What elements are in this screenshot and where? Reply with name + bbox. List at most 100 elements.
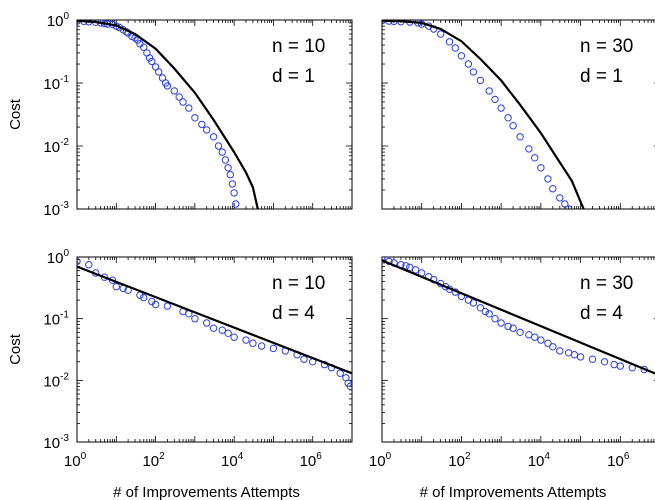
data-point bbox=[336, 369, 344, 377]
data-point bbox=[269, 344, 278, 353]
data-point bbox=[451, 44, 459, 52]
data-point bbox=[531, 333, 539, 341]
x-tick-label: 104 bbox=[528, 451, 551, 470]
data-point bbox=[382, 257, 386, 264]
data-point bbox=[509, 324, 517, 332]
y-tick-label: 10-1 bbox=[43, 310, 69, 329]
data-point bbox=[257, 342, 266, 350]
data-point bbox=[170, 87, 179, 95]
data-point bbox=[185, 104, 193, 112]
data-point bbox=[140, 43, 148, 51]
data-point bbox=[476, 304, 485, 312]
x-tick-label: 106 bbox=[607, 451, 630, 470]
data-point bbox=[544, 339, 552, 347]
data-point bbox=[469, 299, 478, 307]
x-tick-label: 100 bbox=[64, 451, 87, 470]
axes-frame bbox=[381, 256, 655, 443]
data-point bbox=[300, 355, 308, 363]
data-point bbox=[576, 353, 585, 361]
data-point bbox=[525, 145, 533, 153]
data-point bbox=[537, 164, 545, 172]
data-point bbox=[616, 362, 624, 370]
x-tick-label: 104 bbox=[221, 451, 244, 470]
x-axis-label: # of Improvements Attempts bbox=[420, 484, 607, 500]
data-point bbox=[346, 382, 352, 390]
y-tick-label: 10-2 bbox=[43, 137, 69, 156]
panel-top-left: 100 10-1 10-2 10-3 Cost n = 10 d = 1 bbox=[7, 11, 353, 219]
data-point bbox=[226, 171, 235, 179]
y-tick-label: 100 bbox=[47, 11, 70, 30]
data-point bbox=[155, 68, 163, 76]
data-point bbox=[230, 333, 238, 341]
data-point bbox=[556, 194, 564, 202]
data-point bbox=[504, 114, 512, 122]
y-axis-label: Cost bbox=[7, 98, 24, 130]
annotation-d: d = 1 bbox=[272, 66, 315, 87]
x-tick-label: 102 bbox=[448, 451, 471, 470]
data-point bbox=[481, 307, 489, 316]
data-point bbox=[544, 175, 552, 183]
data-point bbox=[140, 293, 148, 302]
data-point bbox=[457, 52, 466, 60]
annotation-n: n = 30 bbox=[580, 273, 633, 294]
model-curve bbox=[382, 20, 585, 209]
data-point bbox=[485, 87, 493, 95]
data-point bbox=[242, 336, 250, 344]
data-point bbox=[224, 164, 232, 172]
panel-top-right: n = 30 d = 1 bbox=[381, 19, 655, 210]
data-point bbox=[570, 351, 579, 359]
data-point bbox=[77, 257, 81, 266]
data-point bbox=[504, 322, 512, 331]
data-point bbox=[531, 154, 539, 162]
annotation-n: n = 30 bbox=[580, 36, 633, 57]
data-point bbox=[163, 302, 172, 310]
data-point bbox=[148, 57, 156, 66]
panel-bottom-right: 100 102 104 106# of Improvements Attempts n … bbox=[369, 256, 655, 500]
data-point bbox=[151, 300, 160, 309]
data-point bbox=[497, 319, 505, 327]
x-axis-label: # of Improvements Attempts bbox=[113, 484, 300, 500]
data-point bbox=[249, 339, 257, 347]
data-point bbox=[203, 319, 211, 327]
x-tick-label: 100 bbox=[369, 451, 392, 470]
y-axis-label: Cost bbox=[7, 333, 24, 365]
data-point bbox=[464, 60, 473, 68]
data-point bbox=[476, 76, 485, 85]
data-point bbox=[402, 262, 410, 270]
data-point bbox=[175, 93, 183, 101]
data-point bbox=[411, 266, 420, 274]
data-point bbox=[221, 156, 230, 164]
axes-frame bbox=[76, 19, 353, 210]
plot-area bbox=[382, 20, 585, 209]
data-point bbox=[224, 329, 232, 337]
annotation-d: d = 4 bbox=[580, 303, 623, 324]
y-tick-label: 10-2 bbox=[43, 371, 69, 390]
data-point bbox=[516, 328, 524, 336]
axes-frame bbox=[76, 256, 353, 443]
y-tick-label: 100 bbox=[47, 248, 70, 267]
y-tick-label: 10-3 bbox=[43, 200, 69, 219]
plot-area bbox=[77, 20, 259, 209]
data-point bbox=[610, 360, 618, 369]
y-tick-label: 10-3 bbox=[43, 433, 69, 452]
annotation-n: n = 10 bbox=[272, 273, 325, 294]
data-point bbox=[191, 114, 199, 122]
plot-area bbox=[382, 257, 655, 375]
data-point bbox=[232, 200, 240, 208]
data-point bbox=[228, 180, 237, 188]
plot-area bbox=[77, 257, 352, 390]
axes-frame bbox=[381, 19, 655, 210]
data-point bbox=[561, 200, 569, 208]
data-point bbox=[491, 95, 499, 104]
data-point bbox=[537, 336, 545, 344]
data-point bbox=[588, 355, 597, 363]
data-point bbox=[509, 122, 517, 130]
data-point bbox=[556, 347, 564, 355]
data-point bbox=[203, 126, 211, 134]
data-point bbox=[600, 358, 609, 366]
data-point bbox=[516, 133, 524, 141]
data-point bbox=[491, 315, 499, 323]
data-point bbox=[485, 310, 493, 318]
